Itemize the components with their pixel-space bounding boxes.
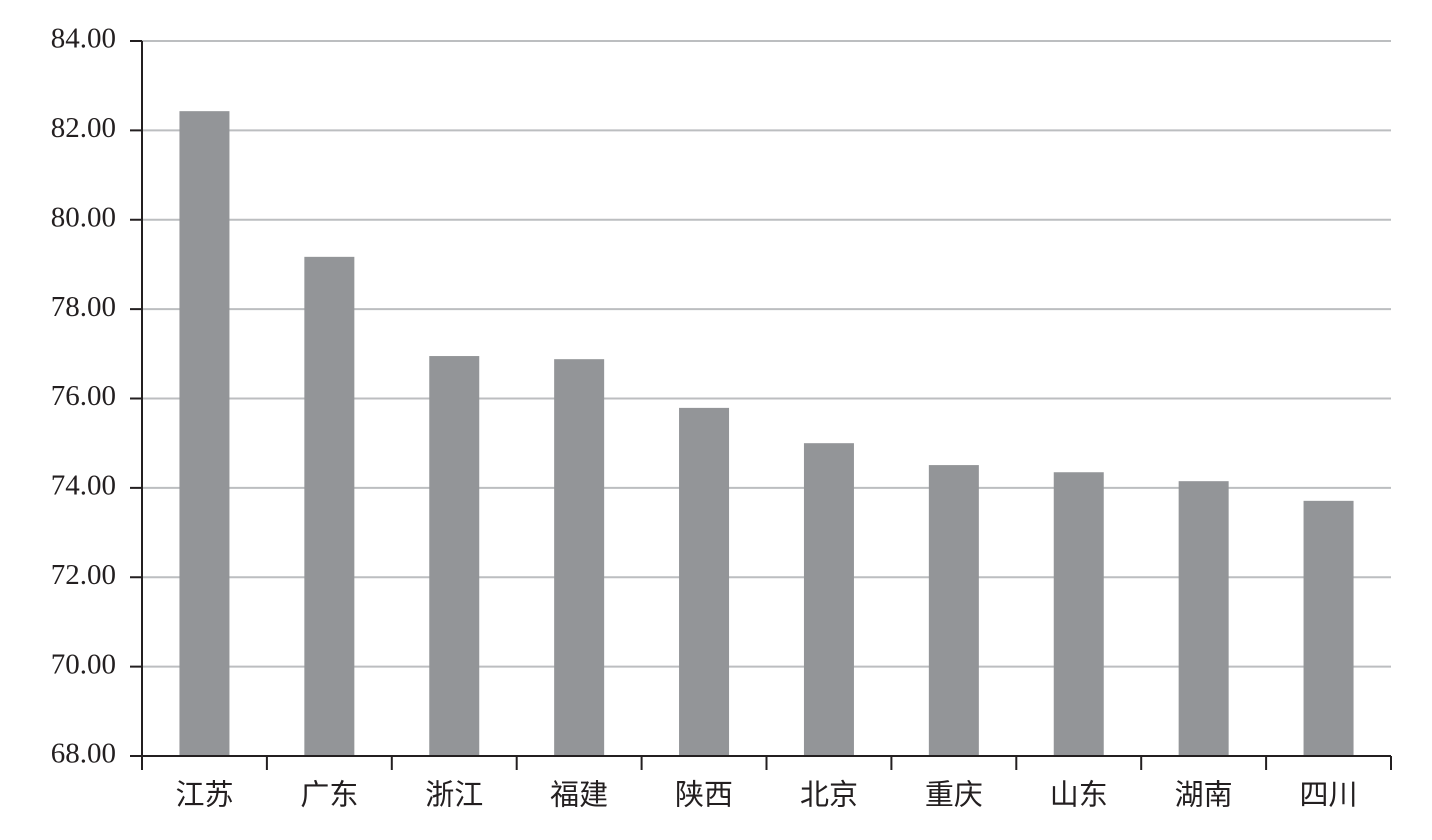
x-tick-label: 浙江: [425, 779, 483, 812]
x-tick-label: 北京: [800, 779, 858, 812]
x-tick-label: 陕西: [675, 779, 733, 812]
y-tick-label: 72.00: [51, 559, 116, 591]
bar: [554, 359, 605, 756]
bar: [304, 256, 355, 756]
x-tick-label: 广东: [300, 779, 358, 812]
bar: [179, 111, 230, 757]
y-tick-label: 70.00: [51, 648, 116, 680]
bar: [679, 407, 730, 756]
x-tick-label: 福建: [550, 779, 608, 812]
bar: [928, 465, 979, 756]
bar: [1178, 481, 1229, 756]
y-tick-label: 78.00: [51, 291, 116, 323]
y-tick-label: 76.00: [51, 380, 116, 412]
bar: [1303, 500, 1354, 756]
x-tick-label: 湖南: [1175, 779, 1233, 812]
bar: [1053, 472, 1104, 756]
y-tick-label: 74.00: [51, 470, 116, 502]
y-tick-label: 82.00: [51, 112, 116, 144]
x-tick-label: 四川: [1300, 780, 1358, 812]
x-tick-label: 江苏: [175, 779, 233, 812]
bar: [429, 356, 480, 756]
y-tick-label: 84.00: [51, 23, 116, 55]
y-tick-label: 68.00: [51, 738, 116, 770]
y-tick-label: 80.00: [51, 201, 116, 233]
x-tick-label: 山东: [1050, 779, 1108, 812]
bar: [803, 443, 854, 756]
x-tick-label: 重庆: [925, 779, 983, 812]
